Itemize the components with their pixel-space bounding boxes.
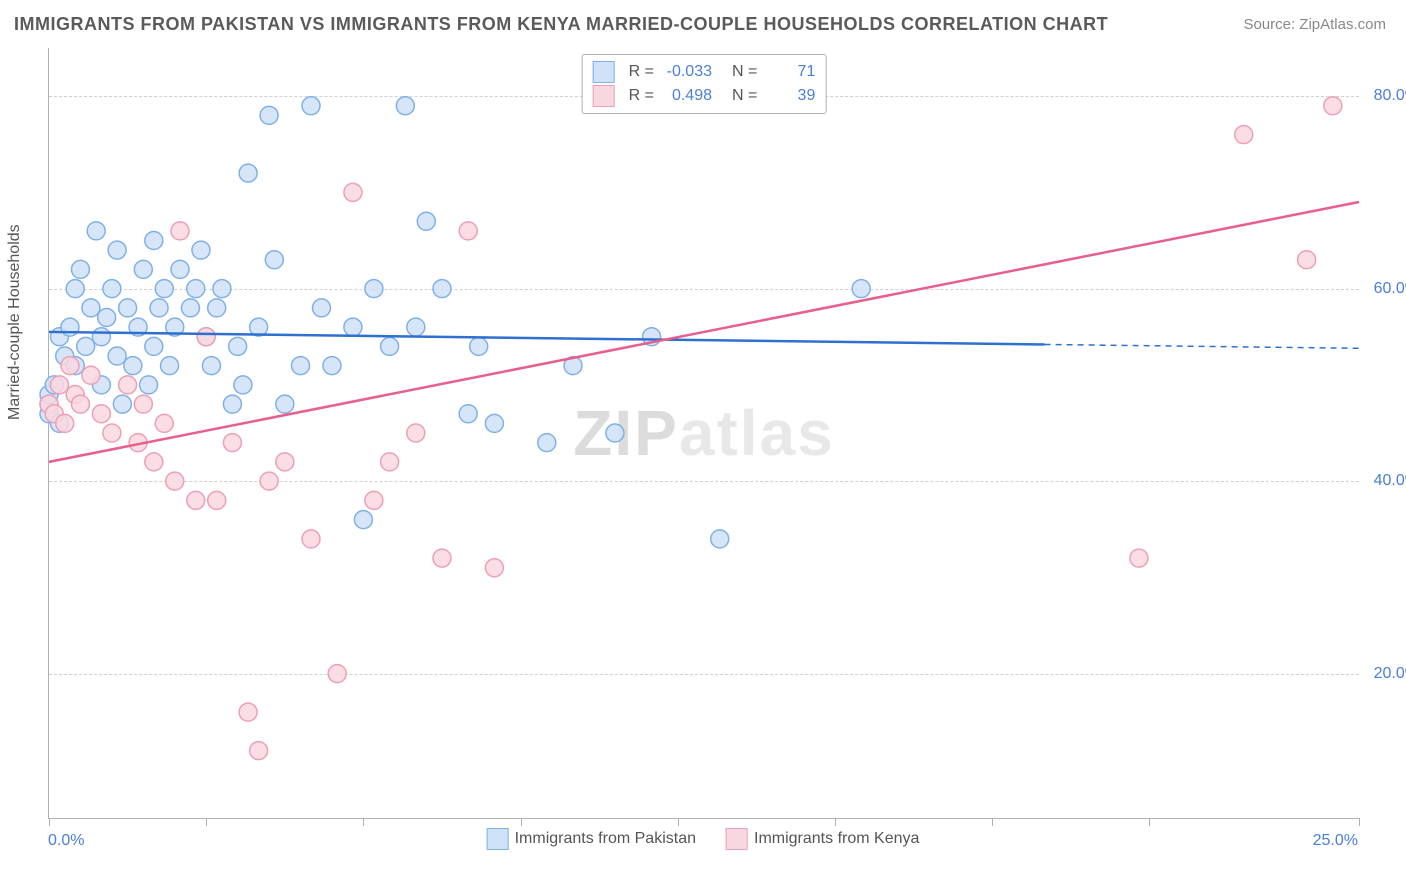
- source-label: Source: ZipAtlas.com: [1243, 16, 1386, 33]
- chart-container: IMMIGRANTS FROM PAKISTAN VS IMMIGRANTS F…: [0, 0, 1406, 892]
- stats-legend: R = -0.033 N = 71 R = 0.498 N = 39: [582, 54, 827, 114]
- x-tick: [992, 818, 993, 826]
- stat-n-label: N =: [732, 87, 757, 105]
- x-tick: [835, 818, 836, 826]
- stat-r-label: R =: [629, 63, 654, 81]
- stat-n-label: N =: [732, 63, 757, 81]
- stat-n-value: 71: [765, 63, 815, 81]
- y-tick-label: 80.0%: [1374, 87, 1406, 105]
- x-tick: [363, 818, 364, 826]
- stat-n-value: 39: [765, 87, 815, 105]
- series-legend: Immigrants from Pakistan Immigrants from …: [487, 828, 920, 850]
- stat-r-value: 0.498: [662, 87, 712, 105]
- legend-item: Immigrants from Kenya: [726, 828, 919, 850]
- y-axis-label: Married-couple Households: [6, 224, 24, 420]
- x-tick: [1149, 818, 1150, 826]
- x-max-label: 25.0%: [1313, 832, 1358, 850]
- stat-r-label: R =: [629, 87, 654, 105]
- y-tick-label: 20.0%: [1374, 665, 1406, 683]
- x-tick: [206, 818, 207, 826]
- x-min-label: 0.0%: [48, 832, 84, 850]
- scatter-svg: [49, 48, 1359, 818]
- legend-swatch-icon: [726, 828, 748, 850]
- y-tick-label: 40.0%: [1374, 472, 1406, 490]
- x-tick: [1359, 818, 1360, 826]
- legend-label: Immigrants from Kenya: [754, 830, 919, 847]
- x-tick: [521, 818, 522, 826]
- legend-label: Immigrants from Pakistan: [515, 830, 696, 847]
- stat-r-value: -0.033: [662, 63, 712, 81]
- legend-swatch-icon: [487, 828, 509, 850]
- plot-area: ZIPatlas R =-0.033N =71R =0.498N =39 20.…: [48, 48, 1359, 819]
- x-tick: [678, 818, 679, 826]
- stats-legend-row: R = -0.033 N = 71: [593, 61, 816, 83]
- x-tick: [49, 818, 50, 826]
- y-tick-label: 60.0%: [1374, 280, 1406, 298]
- legend-swatch-icon: [593, 61, 615, 83]
- legend-item: Immigrants from Pakistan: [487, 828, 696, 850]
- stats-legend-row: R = 0.498 N = 39: [593, 85, 816, 107]
- legend-swatch-icon: [593, 85, 615, 107]
- chart-title: IMMIGRANTS FROM PAKISTAN VS IMMIGRANTS F…: [14, 14, 1108, 35]
